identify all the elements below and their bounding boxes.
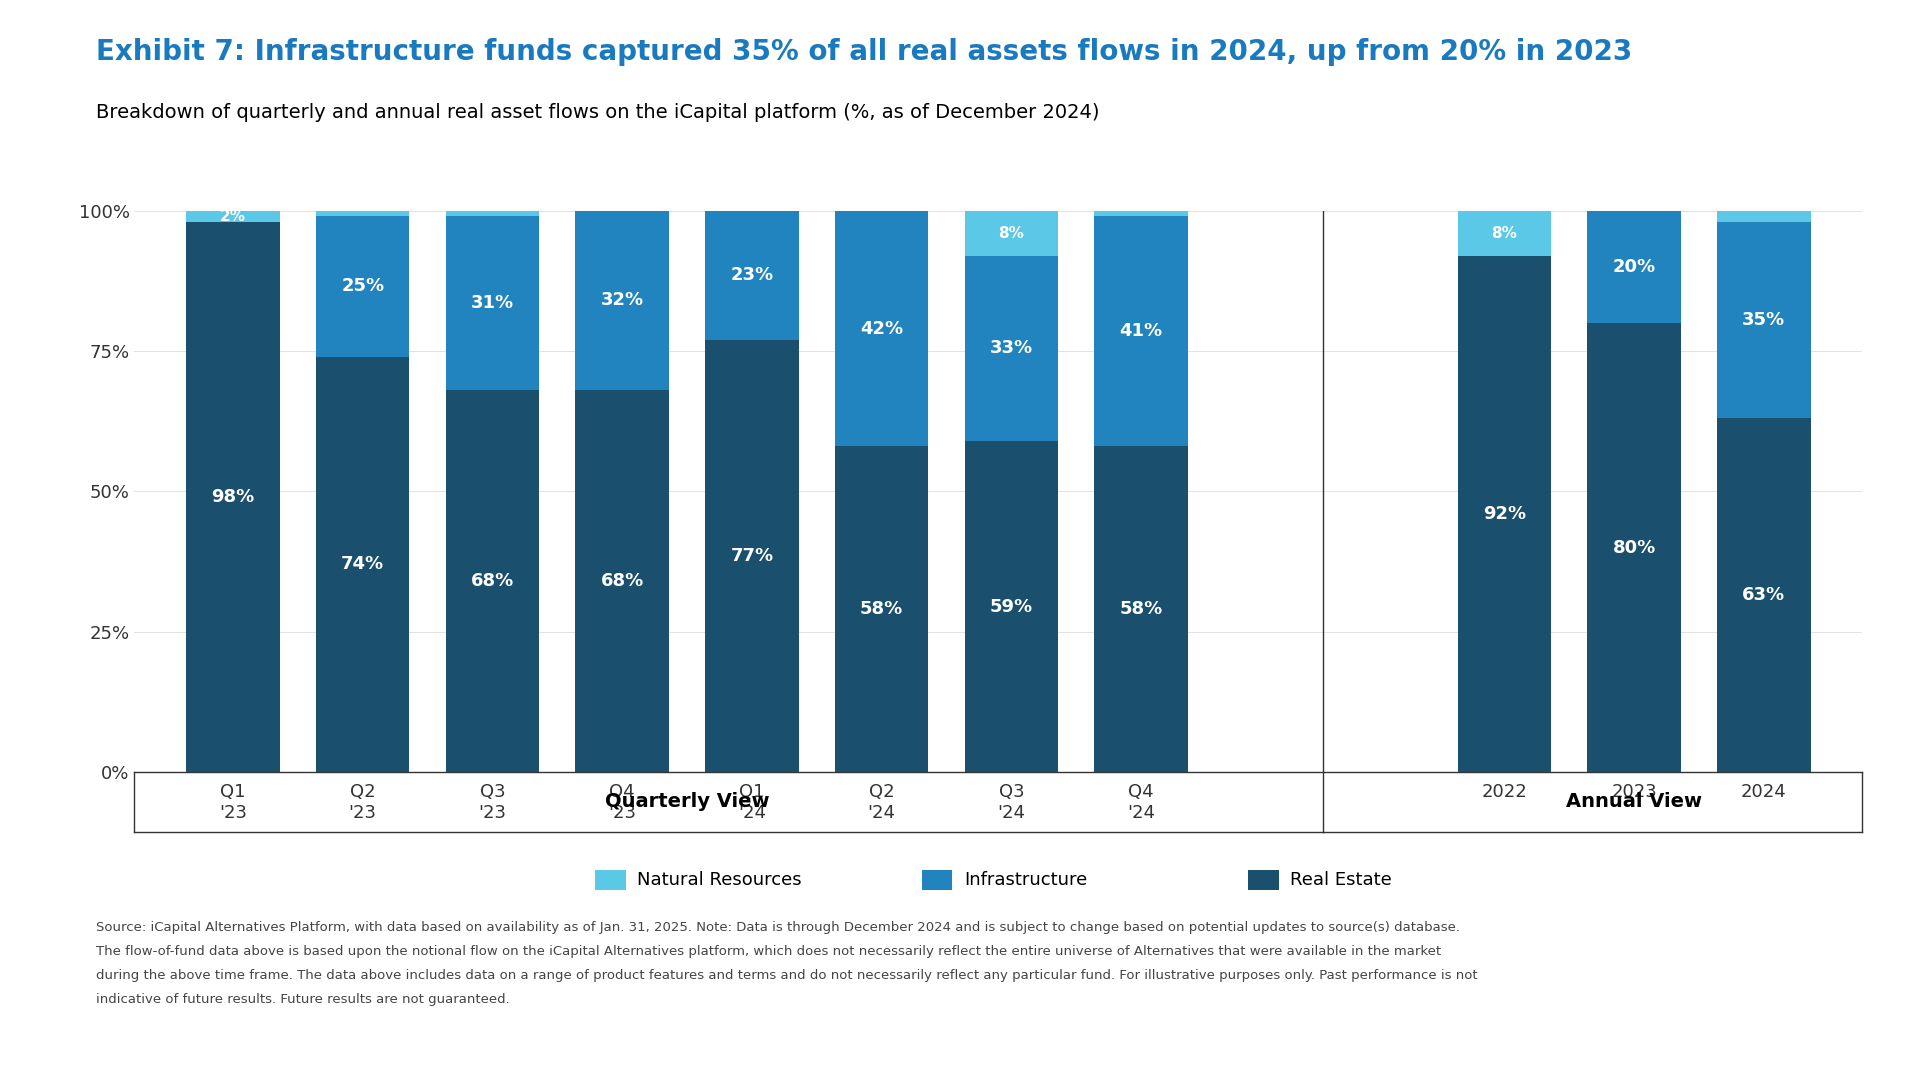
Text: during the above time frame. The data above includes data on a range of product : during the above time frame. The data ab… [96,969,1478,982]
Text: 58%: 58% [860,600,902,619]
Bar [445,211,540,216]
Text: 59%: 59% [991,597,1033,616]
Text: 58%: 58% [1119,600,1164,619]
Bar [317,216,409,356]
Bar [1094,216,1188,446]
Text: indicative of future results. Future results are not guaranteed.: indicative of future results. Future res… [96,993,509,1005]
Bar [835,211,929,446]
Bar [835,446,929,772]
Text: 68%: 68% [601,572,643,591]
Bar [1094,211,1188,216]
Text: 80%: 80% [1613,539,1655,556]
Text: 23%: 23% [730,266,774,284]
Bar [445,390,540,772]
Text: 25%: 25% [342,278,384,296]
Text: 8%: 8% [1492,226,1517,241]
Bar [964,256,1058,441]
Text: Infrastructure: Infrastructure [964,872,1087,889]
Text: 20%: 20% [1613,258,1655,275]
Bar [705,340,799,772]
Text: 98%: 98% [211,488,255,507]
Text: Natural Resources: Natural Resources [637,872,803,889]
Bar [705,211,799,340]
Bar [576,390,668,772]
Text: 2%: 2% [221,208,246,224]
Text: The flow-of-fund data above is based upon the notional flow on the iCapital Alte: The flow-of-fund data above is based upo… [96,945,1442,958]
Bar [317,211,409,216]
Bar [1716,221,1811,418]
Text: 41%: 41% [1119,322,1164,340]
Text: 32%: 32% [601,292,643,310]
Bar [445,216,540,390]
Text: Annual View: Annual View [1567,793,1701,811]
Bar [1457,256,1551,772]
Bar [964,441,1058,772]
Bar [1588,211,1680,323]
Text: 92%: 92% [1482,504,1526,523]
Text: 74%: 74% [342,555,384,573]
Bar [1588,323,1680,772]
Text: Quarterly View: Quarterly View [605,793,770,811]
Bar [576,211,668,390]
Text: Exhibit 7: Infrastructure funds captured 35% of all real assets flows in 2024, u: Exhibit 7: Infrastructure funds captured… [96,38,1632,66]
Bar [1094,446,1188,772]
Text: 68%: 68% [470,572,515,591]
Bar [186,221,280,772]
Text: Real Estate: Real Estate [1290,872,1392,889]
Bar [1716,211,1811,221]
Bar [186,211,280,221]
Bar [964,211,1058,256]
Bar [1716,418,1811,772]
Text: 33%: 33% [991,339,1033,357]
Bar [317,356,409,772]
Text: Source: iCapital Alternatives Platform, with data based on availability as of Ja: Source: iCapital Alternatives Platform, … [96,921,1459,934]
Text: 31%: 31% [470,294,515,312]
Text: 63%: 63% [1741,586,1786,605]
Text: Breakdown of quarterly and annual real asset flows on the iCapital platform (%, : Breakdown of quarterly and annual real a… [96,103,1100,122]
Bar [1457,211,1551,256]
Text: 8%: 8% [998,226,1023,241]
Text: 42%: 42% [860,320,902,338]
Text: 77%: 77% [730,546,774,565]
Text: 35%: 35% [1741,311,1786,329]
